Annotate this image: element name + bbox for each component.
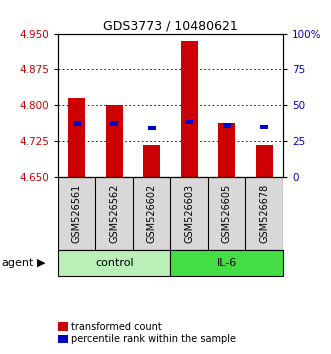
Bar bbox=[110, 121, 118, 126]
Text: agent: agent bbox=[2, 258, 34, 268]
Bar bbox=[181, 41, 198, 177]
Bar bbox=[256, 144, 273, 177]
Text: GSM526605: GSM526605 bbox=[222, 184, 232, 243]
Bar bbox=[260, 125, 268, 129]
Title: GDS3773 / 10480621: GDS3773 / 10480621 bbox=[103, 19, 238, 33]
Bar bbox=[72, 121, 81, 126]
Text: GSM526602: GSM526602 bbox=[147, 184, 157, 243]
Text: GSM526562: GSM526562 bbox=[109, 184, 119, 243]
Bar bbox=[148, 126, 156, 130]
Bar bbox=[170, 250, 283, 276]
Bar bbox=[223, 123, 231, 127]
Bar bbox=[143, 144, 160, 177]
Bar bbox=[106, 105, 122, 177]
Bar bbox=[68, 98, 85, 177]
Bar bbox=[58, 250, 170, 276]
Text: transformed count: transformed count bbox=[71, 322, 161, 332]
Text: IL-6: IL-6 bbox=[216, 258, 237, 268]
Bar bbox=[218, 124, 235, 177]
Bar bbox=[185, 120, 193, 124]
Text: GSM526603: GSM526603 bbox=[184, 184, 194, 243]
Text: ▶: ▶ bbox=[37, 258, 46, 268]
Text: percentile rank within the sample: percentile rank within the sample bbox=[71, 334, 235, 344]
Text: control: control bbox=[95, 258, 133, 268]
Text: GSM526678: GSM526678 bbox=[259, 184, 269, 243]
Text: GSM526561: GSM526561 bbox=[72, 184, 82, 243]
